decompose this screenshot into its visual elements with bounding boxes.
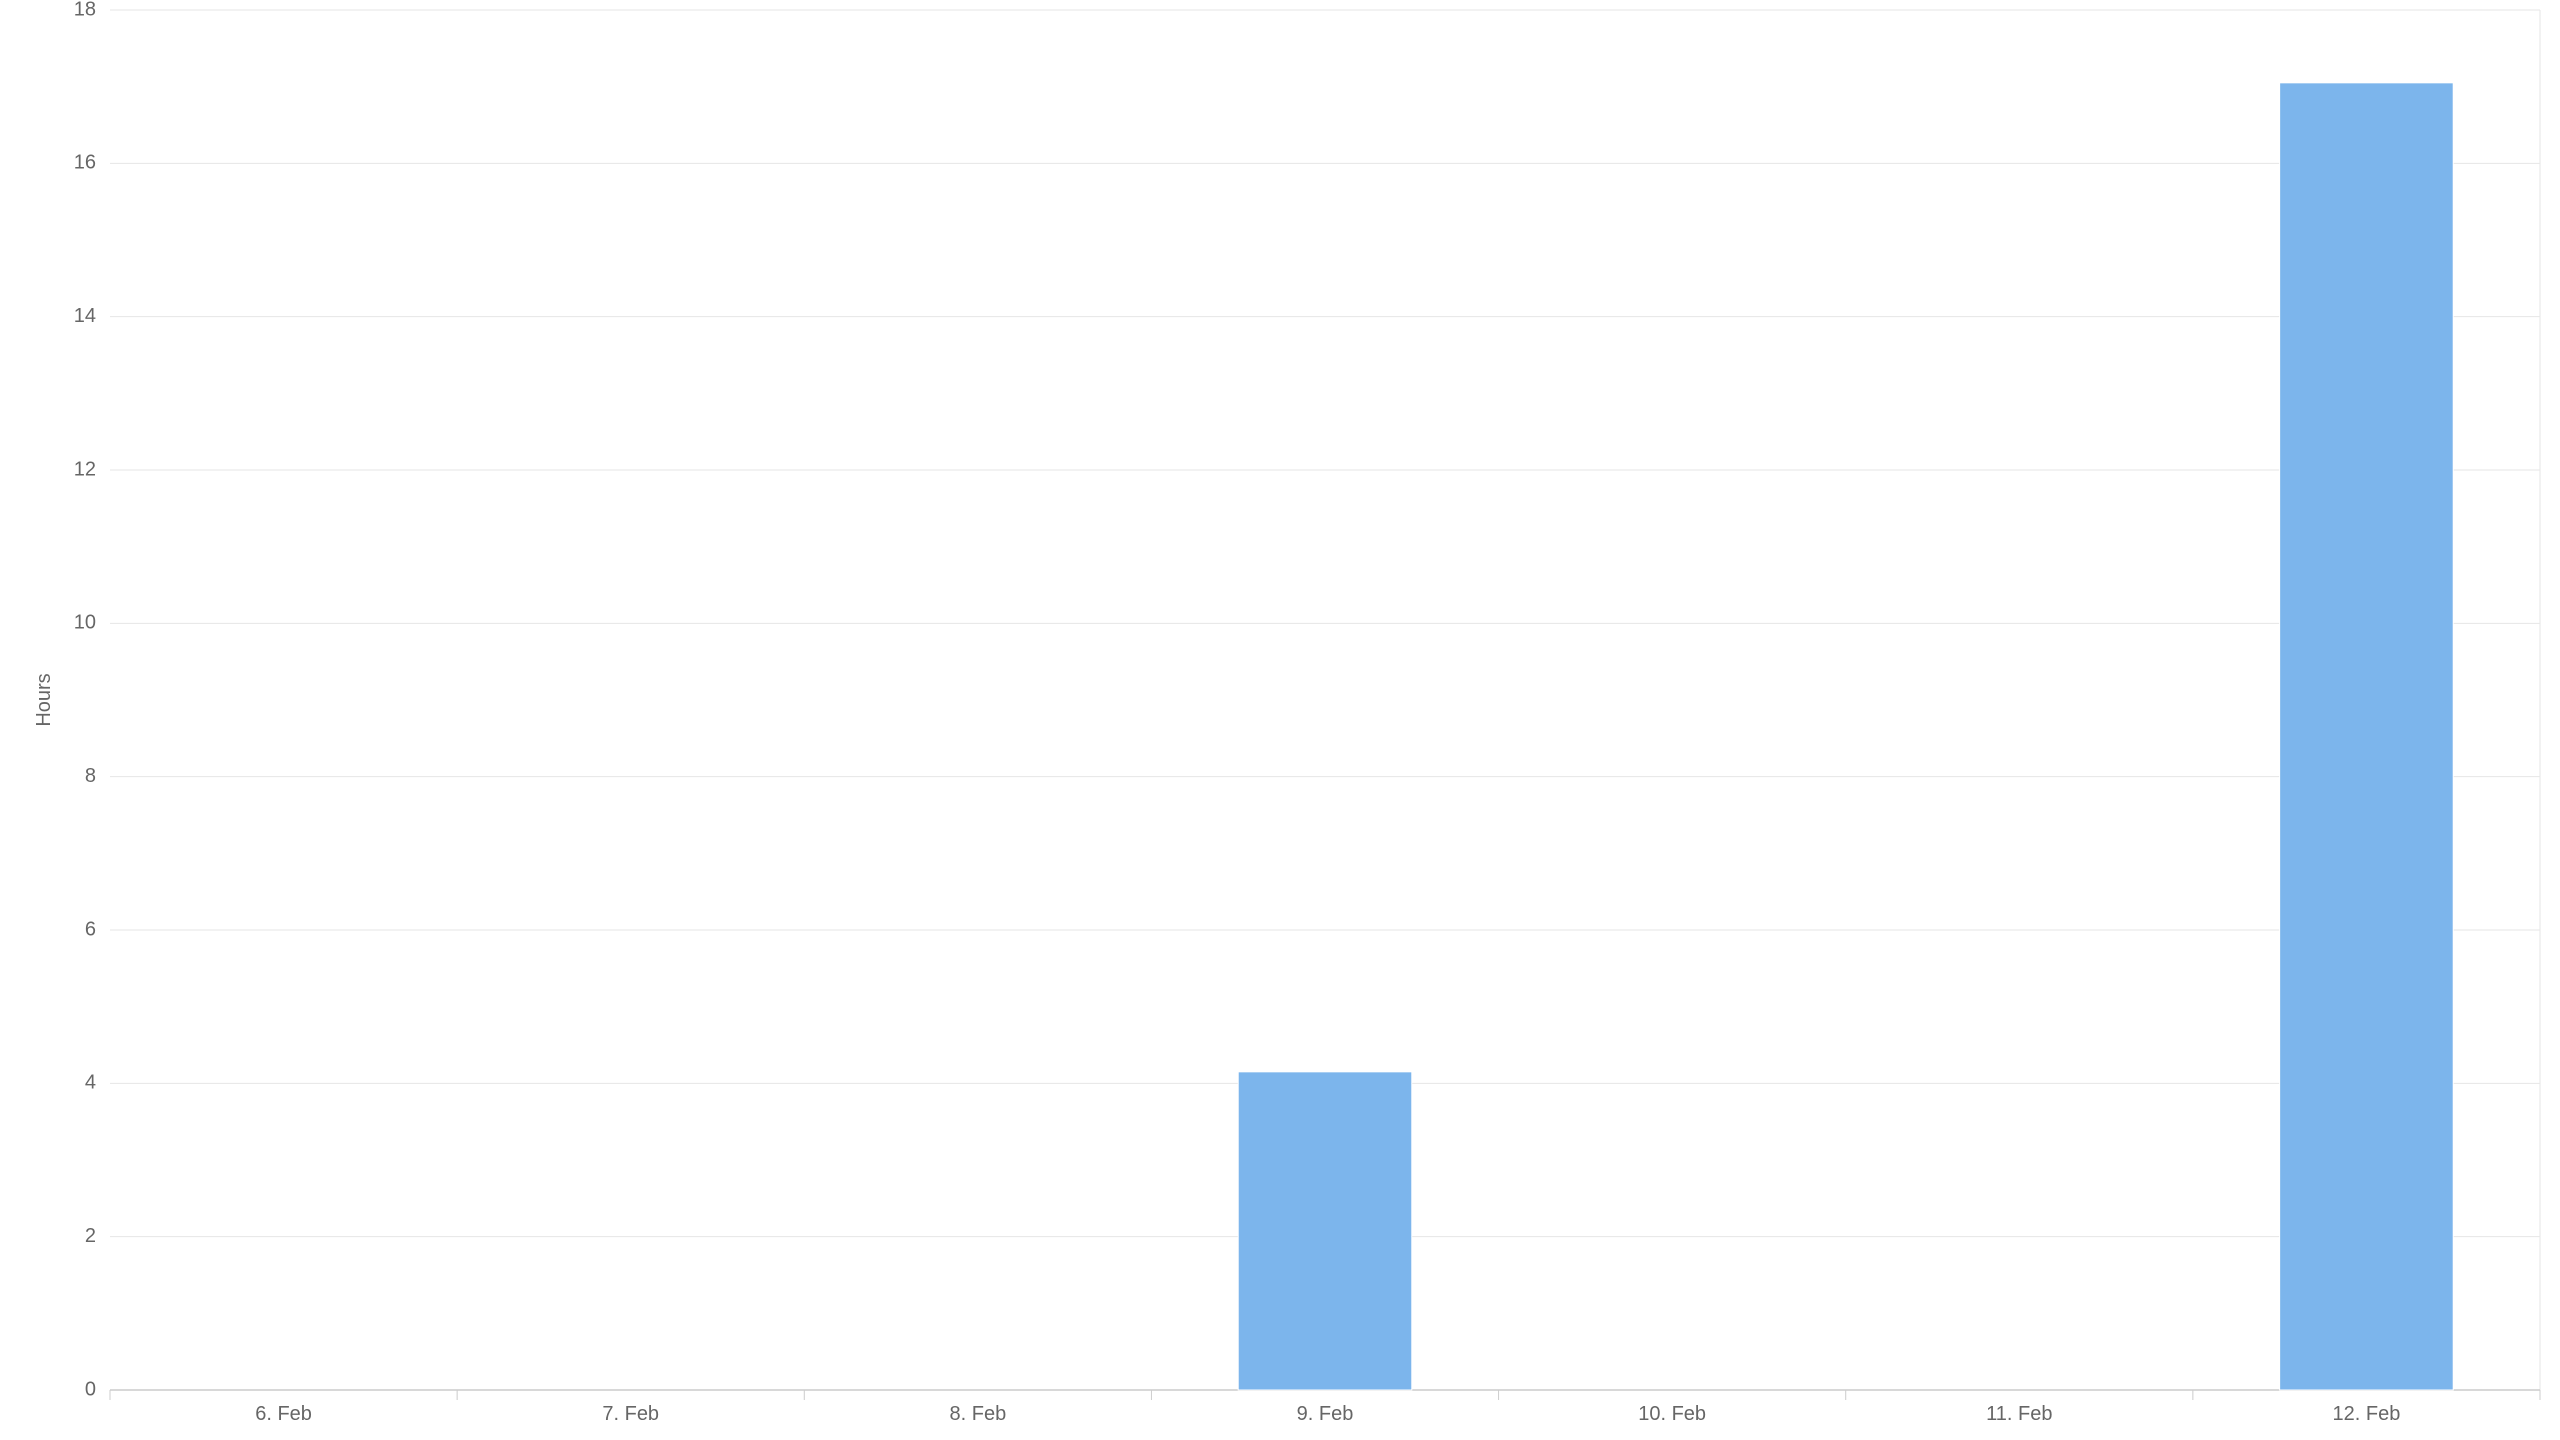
- x-tick-label: 6. Feb: [255, 1403, 312, 1425]
- x-tick-label: 7. Feb: [602, 1403, 659, 1425]
- y-tick-label: 14: [74, 305, 96, 327]
- y-tick-label: 12: [74, 458, 96, 480]
- chart-svg: 0 2 4 6 8 10 12 14 16 18 6. Feb 7. Feb 8. Feb 9. Feb 1…: [0, 0, 2560, 1440]
- bar[interactable]: [1238, 1072, 1412, 1390]
- x-tick-label: 12. Feb: [2333, 1403, 2401, 1425]
- bar[interactable]: [2280, 83, 2454, 1390]
- y-tick-label: 18: [74, 0, 96, 20]
- y-tick-label: 2: [85, 1225, 96, 1247]
- x-tick-label: 10. Feb: [1638, 1403, 1706, 1425]
- bar-chart: 0 2 4 6 8 10 12 14 16 18 6. Feb 7. Feb 8. Feb 9. Feb 1…: [0, 0, 2560, 1440]
- y-tick-label: 8: [85, 765, 96, 787]
- x-tick-label: 9. Feb: [1297, 1403, 1354, 1425]
- y-tick-label: 16: [74, 152, 96, 174]
- y-axis-title: Hours: [33, 673, 55, 726]
- y-tick-label: 4: [85, 1072, 96, 1094]
- x-tick-label: 8. Feb: [950, 1403, 1007, 1425]
- y-tick-label: 10: [74, 612, 96, 634]
- y-tick-label: 6: [85, 918, 96, 940]
- x-tick-label: 11. Feb: [1986, 1403, 2052, 1425]
- y-tick-label: 0: [85, 1378, 96, 1400]
